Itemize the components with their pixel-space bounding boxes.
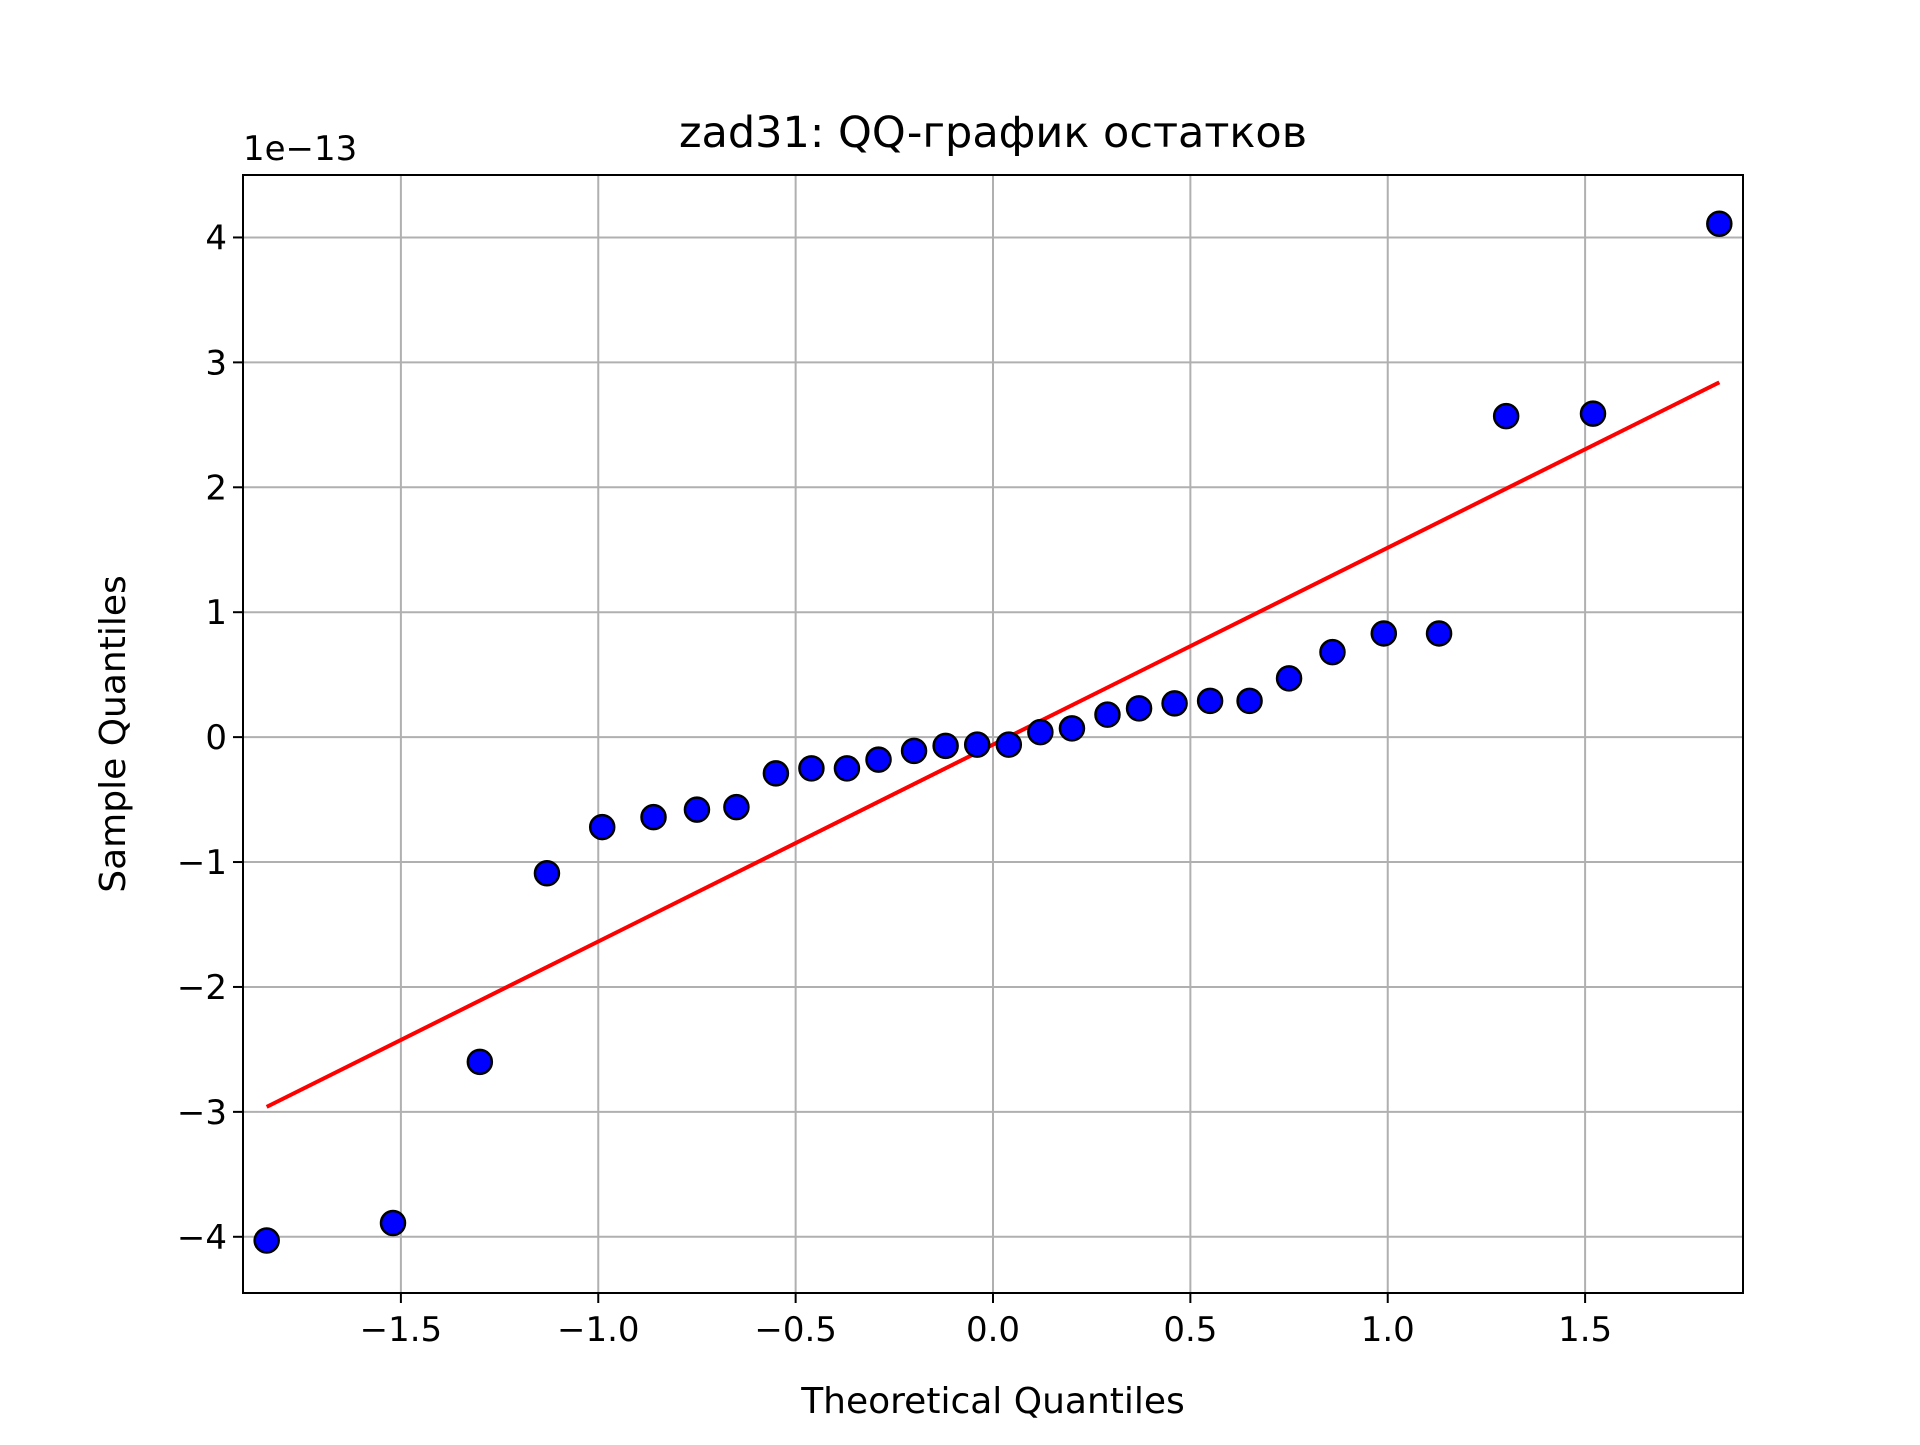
x-tick-label: 1.0	[1361, 1310, 1415, 1350]
x-tick-label: −0.5	[754, 1310, 837, 1350]
y-tick-label: 3	[205, 343, 227, 383]
chart-title: zad31: QQ-график остатков	[679, 108, 1307, 158]
data-point	[1275, 665, 1303, 692]
data-point	[1706, 210, 1733, 237]
reference-line-layer	[265, 380, 1721, 1109]
data-point	[533, 860, 561, 887]
data-point	[762, 760, 790, 787]
x-tick-label: −1.5	[360, 1310, 443, 1350]
data-point	[833, 755, 861, 782]
data-point	[900, 737, 928, 765]
data-point	[1027, 718, 1054, 746]
data-point	[1161, 690, 1188, 717]
y-tick-label: 4	[205, 218, 227, 258]
y-axis-offset-label: 1e−13	[243, 129, 357, 169]
grid	[243, 175, 1743, 1293]
data-point	[466, 1048, 494, 1076]
x-tick-label: 0.5	[1163, 1310, 1217, 1350]
data-point	[379, 1209, 407, 1237]
reference-line	[265, 380, 1721, 1109]
data-point	[1370, 620, 1398, 647]
data-point	[723, 793, 750, 821]
data-point	[1094, 701, 1121, 728]
y-tick-label: −3	[177, 1093, 227, 1133]
data-point	[963, 731, 991, 758]
data-point	[865, 746, 892, 773]
x-axis-ticks: −1.5 −1.0 −0.5 0.0 0.5 1.0 1.5	[360, 1293, 1612, 1350]
data-point	[798, 755, 825, 782]
data-point	[995, 731, 1023, 758]
data-point	[683, 796, 711, 823]
data-point	[1425, 620, 1453, 647]
data-point	[640, 803, 667, 831]
data-point	[253, 1227, 280, 1254]
y-axis-label: Sample Quantiles	[93, 575, 134, 892]
data-point	[1125, 695, 1153, 722]
x-axis-label: Theoretical Quantiles	[800, 1381, 1185, 1422]
data-point	[1196, 687, 1224, 715]
y-tick-label: −2	[177, 968, 227, 1008]
y-axis-ticks: −4 −3 −2 −1 0 1 2 3 4	[177, 218, 243, 1258]
x-tick-label: −1.0	[557, 1310, 640, 1350]
y-tick-label: 0	[205, 718, 227, 758]
data-point	[1579, 400, 1607, 427]
data-point	[1492, 402, 1520, 430]
data-point	[932, 732, 959, 760]
y-tick-label: −4	[177, 1218, 227, 1258]
data-point	[1319, 638, 1346, 666]
x-tick-label: 0.0	[966, 1310, 1020, 1350]
data-point	[1058, 715, 1086, 742]
y-tick-label: −1	[177, 843, 227, 883]
data-point	[1236, 687, 1263, 715]
data-points	[253, 210, 1733, 1254]
data-point	[588, 813, 616, 841]
y-tick-label: 2	[205, 468, 227, 508]
y-tick-label: 1	[205, 593, 227, 633]
x-tick-label: 1.5	[1558, 1310, 1612, 1350]
